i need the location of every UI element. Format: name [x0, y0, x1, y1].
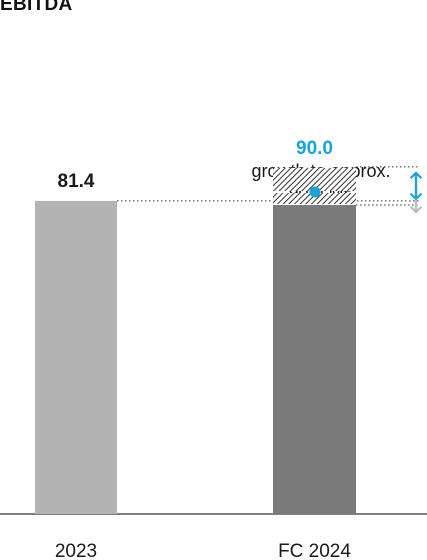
- bar-fc-2024-range-upper: [273, 167, 356, 192]
- bar-fc-2024-range-lower: [273, 193, 356, 205]
- target-dot-marker: [309, 186, 321, 198]
- bar-2023: [35, 200, 117, 514]
- chart-title: EBITDA: [0, 0, 73, 15]
- value-label-fc-2024: 90.0: [296, 138, 333, 159]
- category-label-fc-2024: FC 2024: [278, 541, 351, 560]
- bar-fc-2024: [273, 205, 356, 514]
- value-label-2023: 81.4: [58, 171, 95, 192]
- category-label-2023: 2023: [55, 541, 97, 560]
